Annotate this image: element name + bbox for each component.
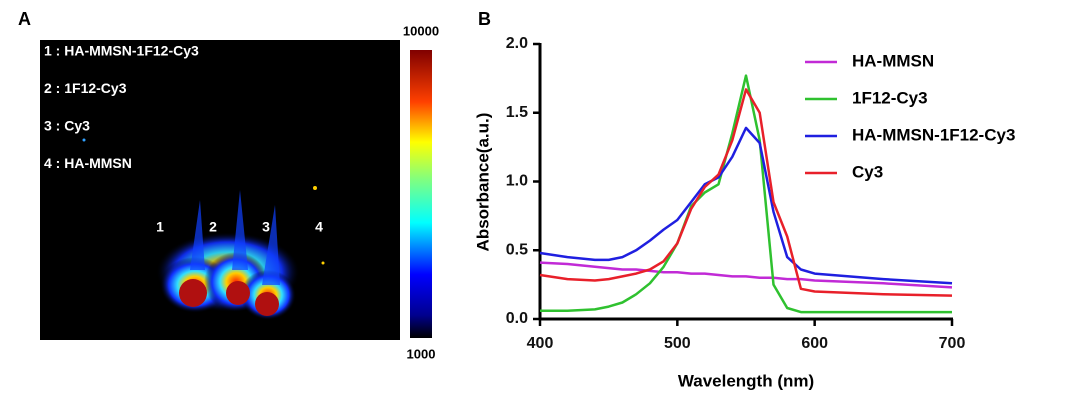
legend-label: Cy3	[852, 162, 883, 181]
colorbar-min: 1000	[407, 346, 436, 361]
image-legend: 4 : HA-MMSN	[44, 155, 132, 171]
legend-label: HA-MMSN-1F12-Cy3	[852, 125, 1015, 144]
colorbar-max: 10000	[403, 23, 439, 38]
series-line	[540, 263, 952, 288]
image-legend: 3 : Cy3	[44, 118, 90, 134]
x-tick-label: 600	[801, 335, 828, 352]
y-tick-label: 2.0	[506, 35, 528, 52]
series-line	[540, 128, 952, 283]
y-axis-title: Absorbance(a.u.)	[473, 113, 492, 252]
y-tick-label: 0.5	[506, 241, 528, 258]
image-legend: 2 : 1F12-Cy3	[44, 80, 127, 96]
y-tick-label: 0.0	[506, 310, 528, 327]
legend-label: HA-MMSN	[852, 51, 934, 70]
lane-label: 3	[262, 219, 270, 235]
x-tick-label: 700	[939, 335, 966, 352]
x-tick-label: 500	[664, 335, 691, 352]
colorbar	[410, 50, 432, 338]
lane-label: 1	[156, 219, 164, 235]
y-tick-label: 1.0	[506, 173, 528, 190]
lane-label: 4	[315, 219, 323, 235]
panel-label: B	[478, 9, 491, 29]
y-tick-label: 1.5	[506, 104, 528, 121]
x-axis-title: Wavelength (nm)	[678, 371, 814, 390]
legend-label: 1F12-Cy3	[852, 88, 928, 107]
figure: A 10000 1000 B Wavelength (nm) Absorbanc…	[0, 0, 1072, 394]
panel-label: A	[18, 9, 31, 29]
lane-label: 2	[209, 219, 217, 235]
series-line	[540, 89, 952, 295]
x-tick-label: 400	[527, 335, 554, 352]
image-legend: 1 : HA-MMSN-1F12-Cy3	[44, 43, 199, 59]
